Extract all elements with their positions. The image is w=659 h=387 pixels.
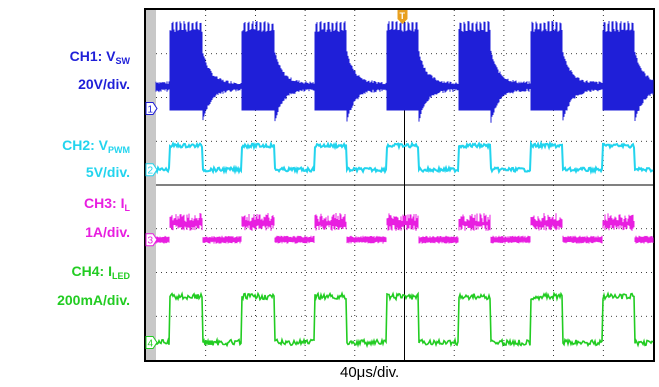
ch3-sub: L	[124, 203, 131, 213]
timebase-label: 40μs/div.	[340, 364, 400, 381]
ch1-name: CH1: V	[69, 48, 116, 64]
ch3-marker-label: 3	[148, 236, 154, 247]
ch2-marker-label: 2	[148, 166, 154, 177]
ch4-marker-box	[145, 336, 158, 349]
ch3-label: CH3: IL	[10, 195, 130, 213]
ch1-trace	[155, 20, 654, 123]
ch3-name: CH3: I	[84, 195, 125, 211]
ch2-marker-box	[145, 163, 158, 177]
ch2-trace	[155, 139, 654, 175]
scope-traces	[155, 20, 654, 349]
trigger-marker-label: T	[400, 11, 406, 21]
ch2-sub: PWM	[108, 145, 130, 155]
ch1-marker-label: 1	[148, 104, 154, 115]
scope-left-strip	[146, 10, 156, 360]
ch3-marker-box	[145, 233, 158, 247]
ch4-scale-label: 200mA/div.	[57, 292, 130, 308]
ch1-label: CH1: VSW	[20, 48, 130, 66]
ch4-name: CH4: I	[71, 263, 112, 279]
ch2-scale-label: 5V/div.	[85, 164, 130, 180]
scope-grid	[156, 10, 653, 360]
ch4-sub: LED	[112, 271, 130, 281]
ch1-marker-box	[145, 101, 158, 115]
ch1-scale-label: 20V/div.	[78, 76, 130, 92]
trigger-marker-icon	[397, 10, 408, 24]
ch1-sub: SW	[115, 56, 131, 66]
ch4-marker-label: 4	[148, 339, 154, 350]
ch4-trace	[155, 291, 654, 349]
ch4-label: CH4: ILED	[10, 263, 130, 281]
ch2-label: CH2: VPWM	[10, 137, 130, 155]
channel-markers: 1 2 3 4 T	[145, 10, 408, 350]
ch3-scale-label: 1A/div.	[85, 224, 130, 240]
ch2-name: CH2: V	[62, 137, 108, 153]
